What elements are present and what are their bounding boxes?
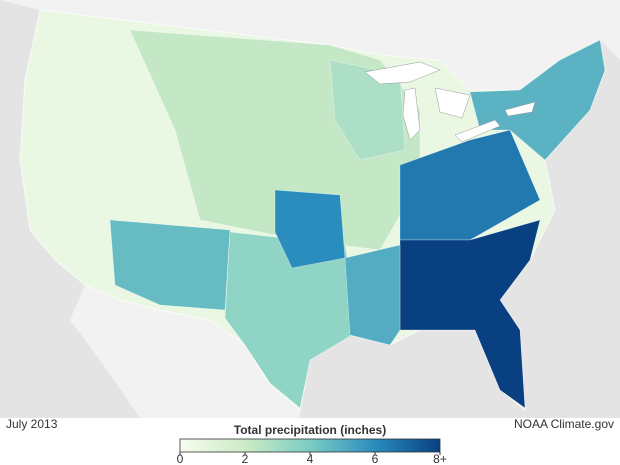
legend-tick-label: 0	[177, 452, 184, 465]
legend-tick-label: 4	[307, 452, 314, 465]
region	[109, 219, 231, 311]
legend-tick-label: 8+	[433, 452, 447, 465]
great-lakes	[364, 61, 536, 143]
date-label: July 2013	[6, 417, 58, 431]
region	[469, 39, 606, 161]
lake-superior	[364, 61, 441, 85]
lake-huron	[434, 87, 471, 119]
legend-tick-label: 2	[242, 452, 249, 465]
credit: NOAA Climate.gov	[514, 417, 614, 431]
legend-title: Total precipitation (inches)	[234, 423, 386, 437]
region	[274, 189, 346, 269]
legend-colorbar	[179, 438, 441, 453]
canada	[0, 0, 620, 90]
region	[344, 244, 401, 346]
mexico	[70, 285, 300, 418]
region	[399, 219, 541, 409]
legend-ticks: 0 2 4 6 8+	[177, 452, 447, 465]
lake-ontario	[504, 101, 536, 117]
legend-tick-label: 6	[372, 452, 379, 465]
lake-michigan	[402, 87, 421, 141]
lake-erie	[454, 119, 501, 143]
